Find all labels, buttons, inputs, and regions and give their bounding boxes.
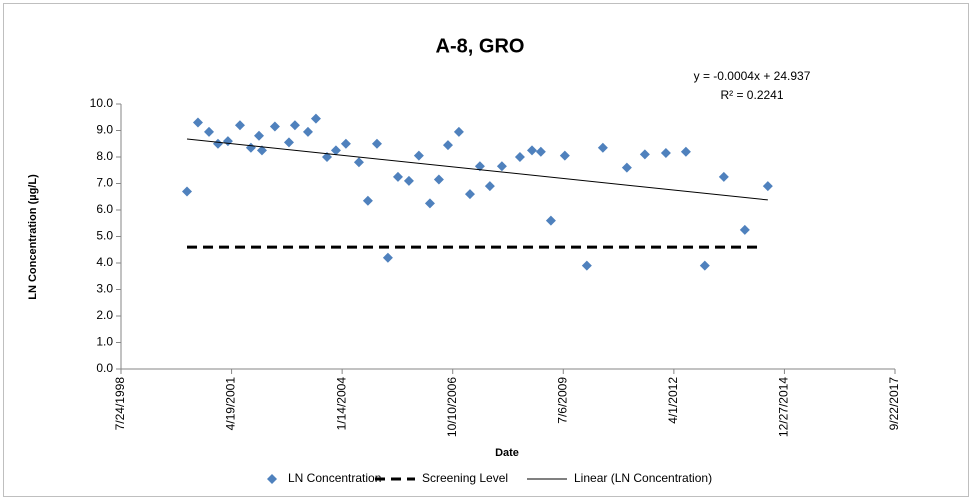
data-point	[639, 149, 650, 160]
data-point	[464, 189, 475, 200]
data-point	[212, 138, 223, 149]
data-point	[256, 145, 267, 156]
data-point	[559, 150, 570, 161]
y-tick-label: 5.0	[96, 229, 113, 243]
data-point	[581, 260, 592, 271]
data-point	[382, 252, 393, 263]
chart-frame	[3, 3, 969, 497]
trend-r-squared: R² = 0.2241	[720, 88, 783, 102]
y-tick-label: 1.0	[96, 335, 113, 349]
x-tick-label: 4/19/2001	[224, 377, 238, 431]
y-tick-label: 10.0	[90, 96, 114, 110]
x-tick-label: 7/24/1998	[113, 377, 127, 431]
data-point	[718, 171, 729, 182]
x-tick-label: 9/22/2017	[887, 377, 901, 431]
y-tick-label: 2.0	[96, 308, 113, 322]
data-point	[204, 126, 215, 137]
data-point	[234, 120, 245, 131]
data-point	[526, 145, 537, 156]
data-point	[283, 137, 294, 148]
legend-label: Screening Level	[422, 471, 508, 485]
data-point	[424, 198, 435, 209]
data-point	[484, 181, 495, 192]
data-point	[545, 215, 556, 226]
y-tick-label: 9.0	[96, 123, 113, 137]
data-point	[496, 161, 507, 172]
y-tick-label: 8.0	[96, 149, 113, 163]
data-point	[413, 150, 424, 161]
data-point	[340, 138, 351, 149]
legend-marker	[267, 474, 277, 484]
data-point	[514, 152, 525, 162]
data-point	[535, 146, 546, 157]
data-point	[453, 126, 464, 137]
data-point	[330, 145, 341, 156]
y-axis-label: LN Concentration (µg/L)	[27, 174, 39, 300]
data-point	[182, 186, 193, 197]
data-point	[474, 161, 485, 172]
trend-equation: y = -0.0004x + 24.937	[694, 69, 811, 83]
data-point	[762, 181, 773, 192]
y-tick-label: 0.0	[96, 361, 113, 375]
legend-label: LN Concentration	[288, 471, 381, 485]
chart-title: A-8, GRO	[436, 35, 525, 57]
data-point	[310, 113, 321, 124]
data-point	[699, 260, 710, 271]
data-point	[442, 140, 453, 151]
x-tick-label: 1/14/2004	[334, 377, 348, 431]
data-point	[362, 195, 373, 206]
x-tick-label: 4/1/2012	[666, 377, 680, 424]
data-point	[597, 142, 608, 153]
data-point	[392, 171, 403, 182]
data-point	[739, 224, 750, 235]
data-point	[253, 130, 264, 141]
data-point	[289, 120, 300, 131]
data-point	[660, 148, 671, 159]
data-point	[403, 175, 414, 186]
data-point	[680, 146, 691, 157]
data-point	[621, 162, 632, 173]
series-line	[186, 138, 768, 201]
x-tick-label: 7/6/2009	[555, 377, 569, 424]
legend-label: Linear (LN Concentration)	[574, 471, 712, 485]
y-tick-label: 6.0	[96, 202, 113, 216]
data-point	[371, 138, 382, 149]
data-point	[192, 117, 203, 128]
data-point	[269, 121, 280, 132]
x-tick-label: 10/10/2006	[445, 377, 459, 437]
y-tick-label: 3.0	[96, 282, 113, 296]
y-tick-label: 7.0	[96, 176, 113, 190]
x-tick-label: 12/27/2014	[777, 377, 791, 437]
data-point	[433, 174, 444, 185]
data-point	[353, 157, 364, 168]
data-point	[302, 126, 313, 137]
x-axis-label: Date	[495, 447, 519, 459]
data-point	[321, 152, 332, 162]
y-tick-label: 4.0	[96, 255, 113, 269]
